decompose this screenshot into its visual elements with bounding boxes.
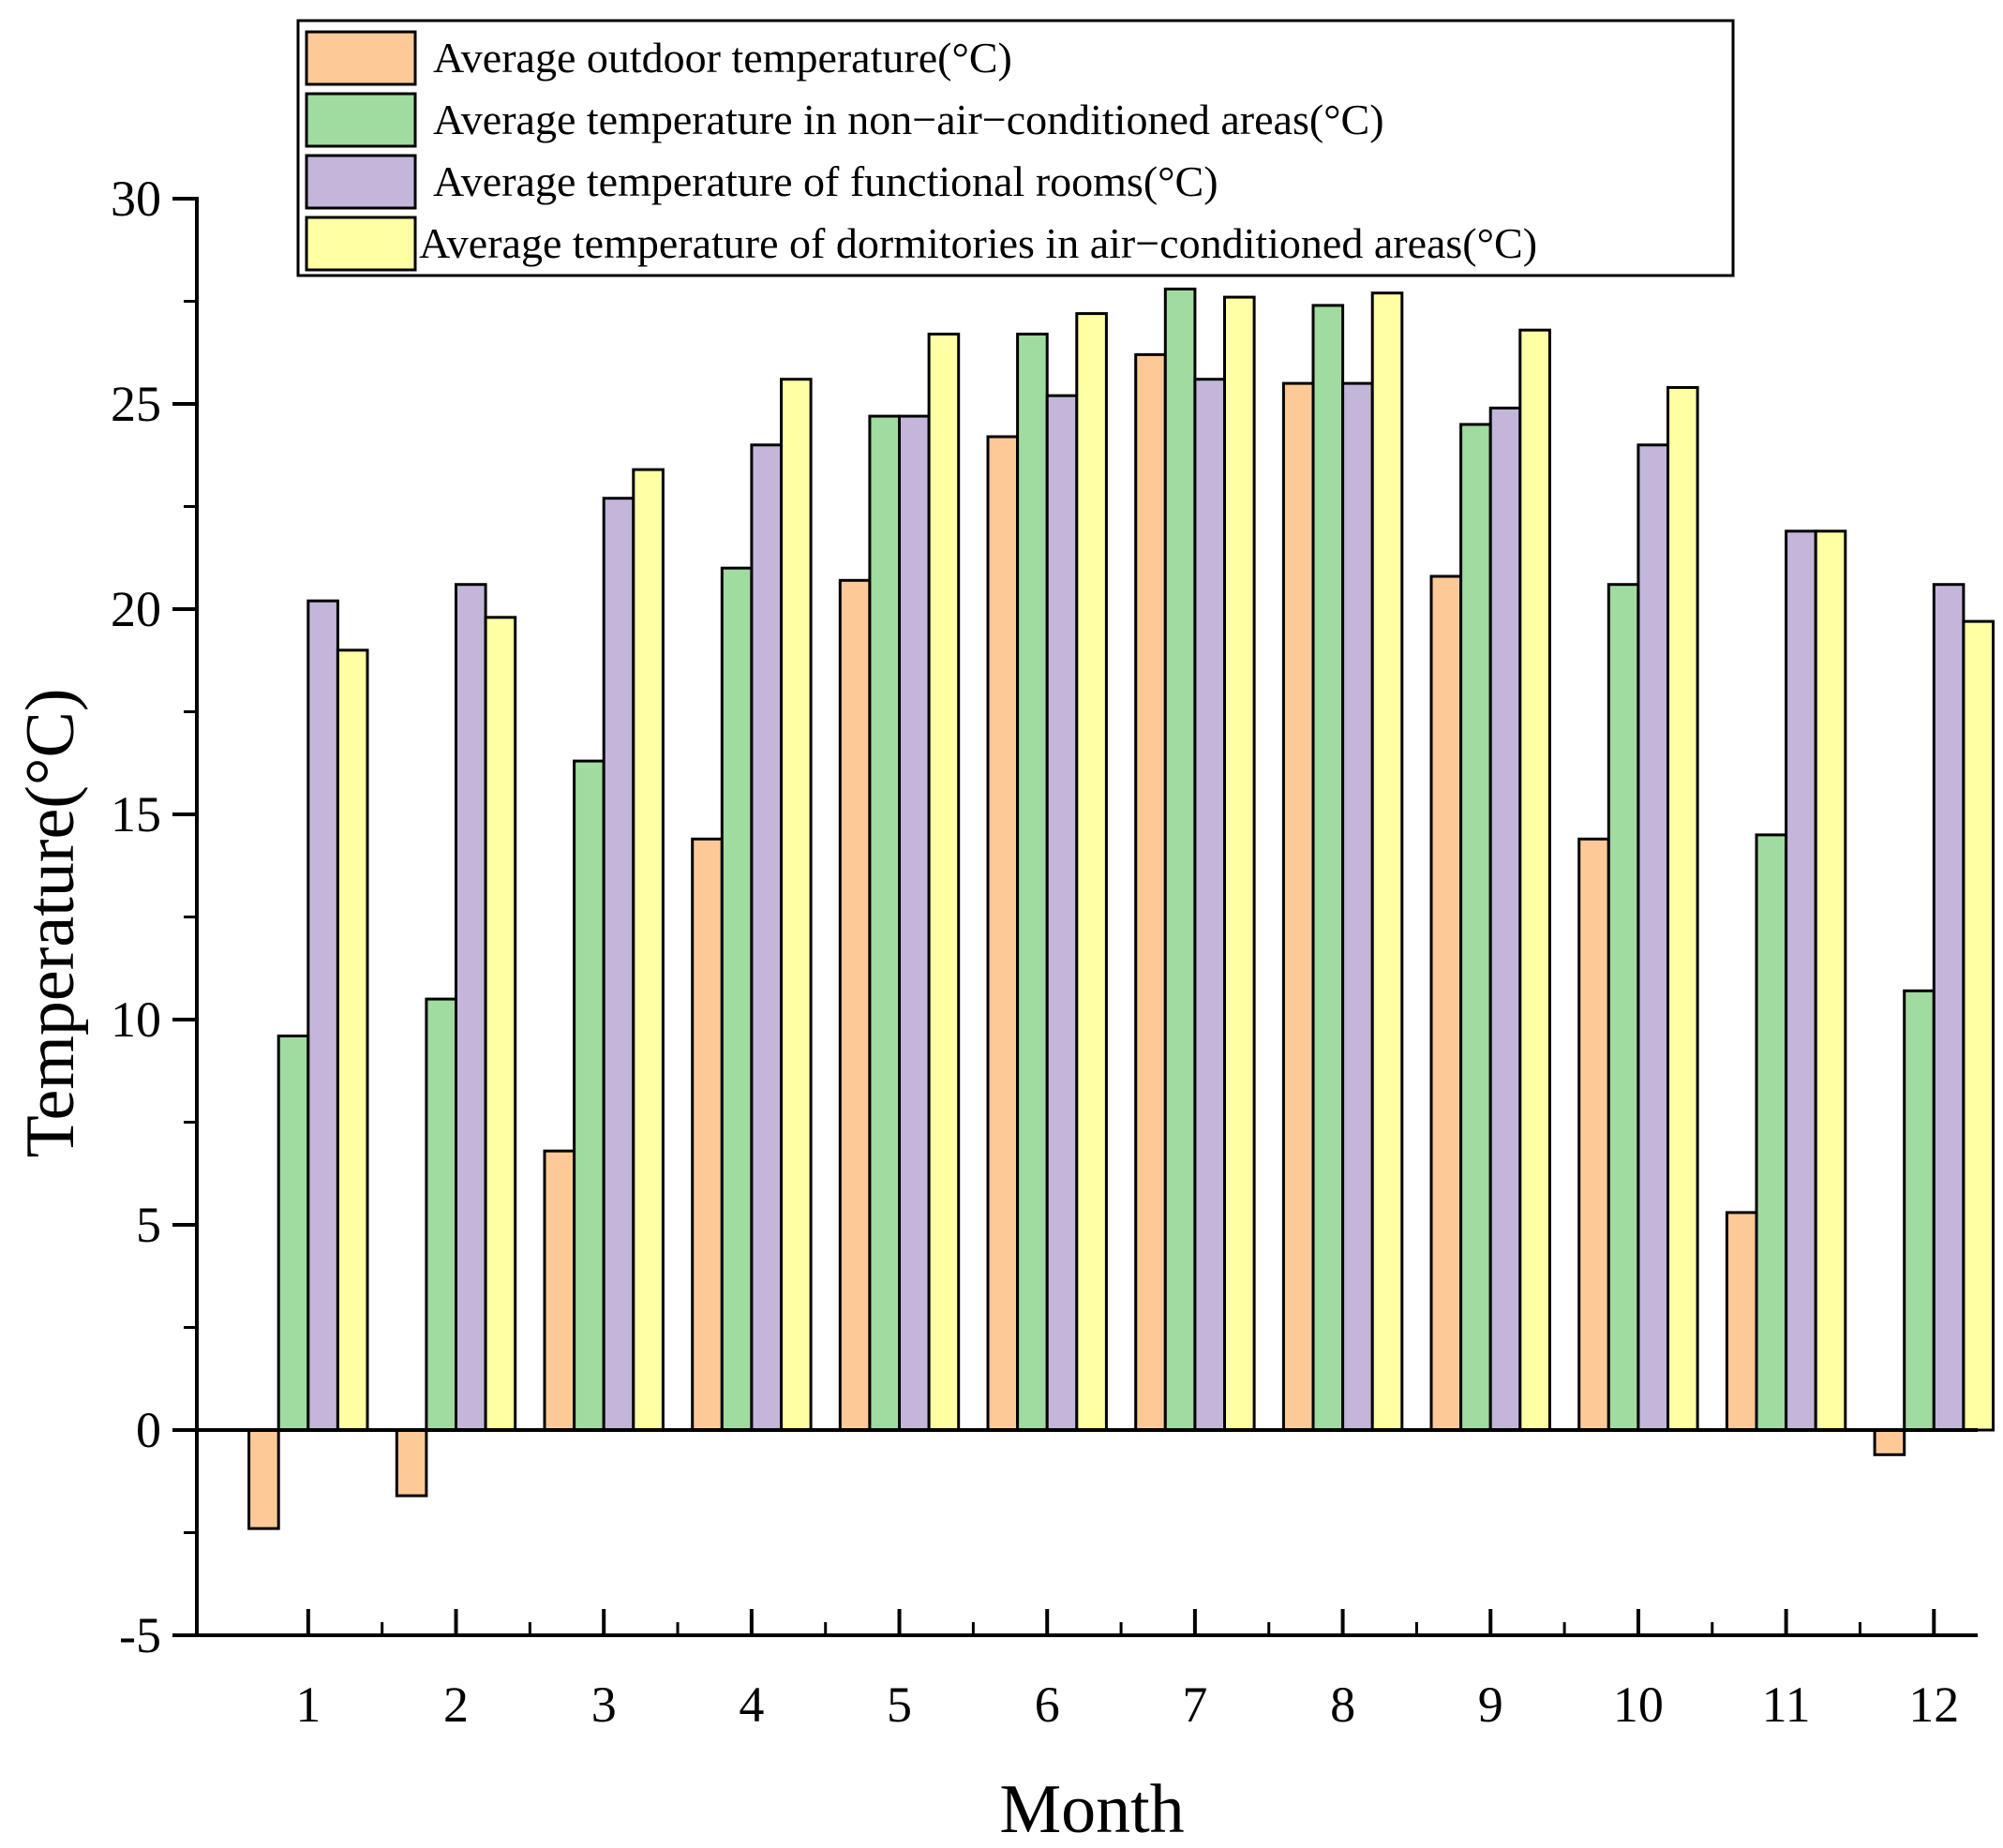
bar-series3-month-9 <box>1488 406 1522 1432</box>
bar-series4-month-2 <box>484 616 517 1432</box>
bar-series4-month-9 <box>1518 328 1551 1432</box>
bar-series4-month-1 <box>336 648 369 1432</box>
x-tick-label: 4 <box>739 1677 764 1733</box>
bar-series2-month-2 <box>425 997 457 1432</box>
bar-series1-month-7 <box>1134 352 1167 1432</box>
bar-series4-month-11 <box>1814 529 1847 1432</box>
bar-series3-month-2 <box>455 583 487 1432</box>
y-tick-label: 10 <box>111 991 161 1048</box>
bar-series2-month-11 <box>1755 833 1788 1432</box>
bar-series1-month-1 <box>247 1428 280 1530</box>
bar-series2-month-12 <box>1903 989 1936 1432</box>
bar-series2-month-3 <box>573 759 605 1432</box>
bar-series2-month-4 <box>720 566 754 1432</box>
x-tick-label: 9 <box>1478 1677 1503 1733</box>
bar-series3-month-5 <box>898 414 931 1432</box>
bar-series1-month-3 <box>543 1149 576 1432</box>
bar-series2-month-1 <box>277 1035 310 1432</box>
bar-series1-month-10 <box>1577 837 1610 1432</box>
x-tick-label: 1 <box>295 1677 321 1733</box>
x-tick-label: 12 <box>1908 1677 1959 1733</box>
axes-layer <box>172 197 1978 1637</box>
bar-series1-month-5 <box>838 578 872 1432</box>
bar-series3-month-8 <box>1341 381 1374 1432</box>
x-tick-label: 10 <box>1613 1677 1664 1733</box>
bar-series1-month-8 <box>1281 381 1315 1432</box>
legend-swatch-series3 <box>305 154 417 210</box>
y-tick-label: 0 <box>136 1402 161 1458</box>
bar-series2-month-10 <box>1607 583 1640 1432</box>
bar-series1-month-9 <box>1429 574 1463 1432</box>
bar-series4-month-10 <box>1667 386 1699 1432</box>
y-tick-label: -5 <box>119 1607 161 1663</box>
bar-series3-month-11 <box>1785 529 1817 1432</box>
legend-swatch-series1 <box>305 30 417 86</box>
bar-series1-month-12 <box>1873 1428 1906 1456</box>
y-tick-label: 5 <box>136 1197 161 1253</box>
bar-series4-month-5 <box>927 333 961 1432</box>
bar-series4-month-4 <box>780 378 813 1432</box>
x-tick-label: 8 <box>1330 1677 1355 1733</box>
legend-frame <box>296 19 1735 277</box>
bar-series3-month-10 <box>1637 443 1670 1432</box>
bar-series4-month-8 <box>1370 291 1404 1432</box>
legend-label-series1: Average outdoor temperature(°C) <box>433 34 1012 82</box>
bar-series3-month-4 <box>750 443 784 1432</box>
bar-series2-month-6 <box>1016 333 1049 1432</box>
bar-series2-month-9 <box>1459 423 1492 1432</box>
bar-series1-month-2 <box>395 1428 428 1498</box>
legend-swatch-series2 <box>305 92 417 148</box>
x-tick-label: 3 <box>591 1677 617 1733</box>
x-tick-label: 11 <box>1762 1677 1811 1733</box>
y-tick-label: 15 <box>111 786 161 842</box>
bar-series1-month-4 <box>691 837 724 1432</box>
y-tick-label: 25 <box>111 376 161 432</box>
y-tick-label: 30 <box>111 171 161 227</box>
bar-series2-month-5 <box>868 414 902 1432</box>
legend-label-series2: Average temperature in non−air−condition… <box>433 96 1384 143</box>
x-tick-label: 5 <box>887 1677 912 1733</box>
legend-label-series4: Average temperature of dormitories in ai… <box>419 219 1537 267</box>
bar-series3-month-12 <box>1932 583 1966 1432</box>
bar-series3-month-1 <box>306 599 339 1432</box>
x-tick-label: 7 <box>1182 1677 1207 1733</box>
bar-series2-month-7 <box>1163 287 1197 1432</box>
bar-series3-month-7 <box>1193 378 1227 1432</box>
y-tick-label: 20 <box>111 581 161 637</box>
y-axis-title: Temperature(°C) <box>12 688 89 1157</box>
bar-series2-month-8 <box>1311 304 1345 1432</box>
legend-label-series3: Average temperature of functional rooms(… <box>433 157 1218 205</box>
legend-swatch-series4 <box>305 216 417 272</box>
x-tick-label: 6 <box>1035 1677 1060 1733</box>
bar-series3-month-6 <box>1045 394 1079 1432</box>
bar-series4-month-7 <box>1223 295 1256 1432</box>
bar-series4-month-12 <box>1962 619 1995 1432</box>
bar-series1-month-11 <box>1725 1211 1758 1432</box>
bars-layer <box>247 287 1995 1530</box>
bar-series4-month-6 <box>1075 312 1108 1432</box>
x-tick-label: 2 <box>443 1677 469 1733</box>
bar-series3-month-3 <box>602 497 635 1432</box>
x-axis-title: Month <box>999 1771 1184 1848</box>
bar-series4-month-3 <box>632 468 665 1432</box>
legend: Average outdoor temperature(°C) Average t… <box>296 19 1735 277</box>
bar-series1-month-6 <box>986 435 1020 1432</box>
